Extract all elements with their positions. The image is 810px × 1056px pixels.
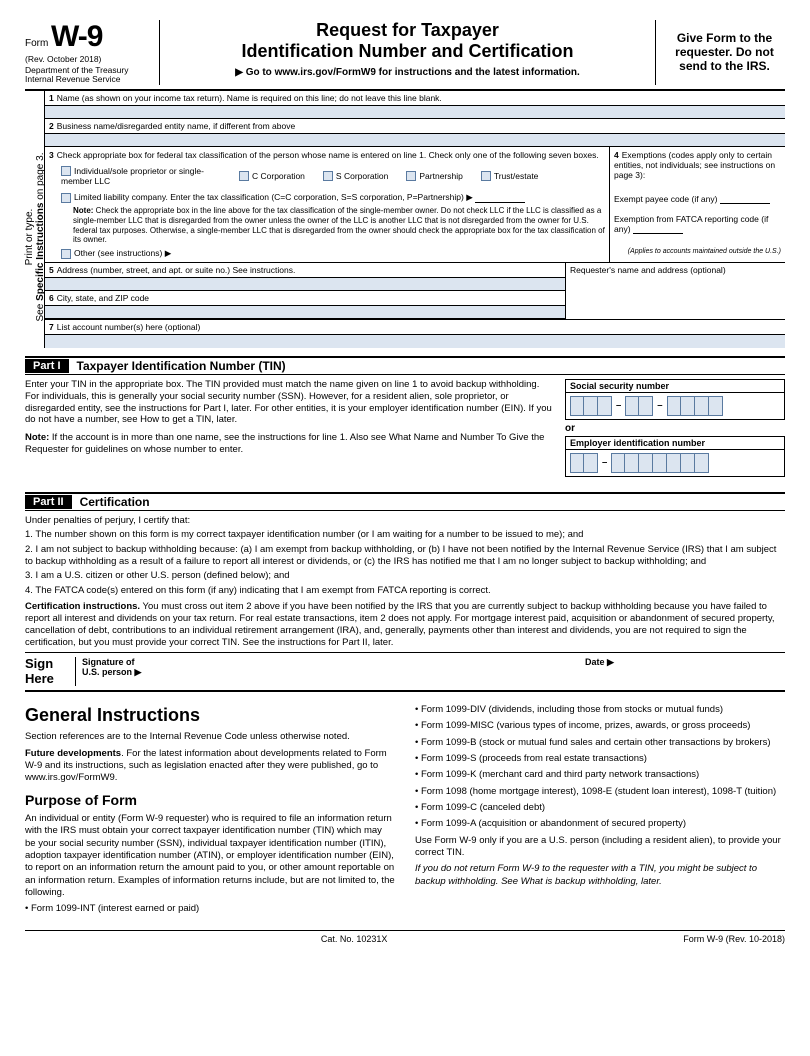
ein-digits[interactable]: – [566, 450, 784, 476]
form-body: 1Name (as shown on your income tax retur… [45, 91, 785, 348]
footer-form: Form W-9 (Rev. 10-2018) [683, 934, 785, 944]
checkbox-row-1: Individual/sole proprietor or single-mem… [61, 166, 605, 187]
main-form-grid: Print or type. See Specific Instructions… [25, 91, 785, 348]
part1-boxes: Social security number – – or Employer i… [565, 379, 785, 480]
cb-s-corp[interactable] [323, 171, 333, 181]
llc-class-input[interactable] [475, 193, 525, 203]
ssn-label: Social security number [566, 380, 784, 393]
part2-label: Part II [25, 495, 72, 509]
line-7-input[interactable] [45, 335, 785, 348]
line-5-input[interactable] [45, 278, 565, 291]
form-number: W-9 [51, 20, 102, 53]
line-6: 6City, state, and ZIP code [45, 291, 565, 306]
general-instructions: General Instructions Section references … [25, 700, 785, 920]
cb-llc[interactable] [61, 193, 71, 203]
part1-title: Taxpayer Identification Number (TIN) [77, 359, 286, 373]
sign-here-label: SignHere [25, 657, 75, 686]
exempt-payee-input[interactable] [720, 194, 770, 204]
header-right: Give Form to the requester. Do not send … [655, 20, 785, 85]
cb-trust[interactable] [481, 171, 491, 181]
form-title: Request for Taxpayer Identification Numb… [170, 20, 645, 61]
box-4: 4Exemptions (codes apply only to certain… [610, 147, 785, 262]
cert-list: Under penalties of perjury, I certify th… [25, 515, 785, 597]
requester-box: Requester's name and address (optional) [565, 263, 785, 319]
header-left: Form W-9 (Rev. October 2018) Department … [25, 20, 160, 85]
llc-note: Note: Check the appropriate box in the l… [73, 206, 605, 244]
form-word: Form [25, 38, 48, 49]
ssn-digits[interactable]: – – [566, 393, 784, 419]
line-1: 1Name (as shown on your income tax retur… [45, 91, 785, 106]
sidebar-text: Print or type. See Specific Instructions… [24, 112, 46, 362]
inst-col-right: • Form 1099-DIV (dividends, including th… [415, 700, 785, 920]
cb-individual[interactable] [61, 166, 71, 176]
addr-left: 5Address (number, street, and apt. or su… [45, 263, 565, 319]
fatca-input[interactable] [633, 224, 683, 234]
part-1: Part I Taxpayer Identification Number (T… [25, 356, 785, 484]
line-6-input[interactable] [45, 306, 565, 319]
cb-c-corp[interactable] [239, 171, 249, 181]
cat-number: Cat. No. 10231X [321, 934, 388, 944]
form-header: Form W-9 (Rev. October 2018) Department … [25, 20, 785, 91]
revision-date: (Rev. October 2018) [25, 54, 154, 64]
cb-partnership[interactable] [406, 171, 416, 181]
page-footer: Cat. No. 10231X Form W-9 (Rev. 10-2018) [25, 930, 785, 944]
goto-link: ▶ Go to www.irs.gov/FormW9 for instructi… [170, 67, 645, 78]
part-2: Part II Certification Under penalties of… [25, 492, 785, 649]
section-3-4: 3Check appropriate box for federal tax c… [45, 147, 785, 263]
date-field[interactable]: Date ▶ [585, 657, 785, 686]
box-3: 3Check appropriate box for federal tax c… [45, 147, 610, 262]
inst-col-left: General Instructions Section references … [25, 700, 395, 920]
line-2-input[interactable] [45, 134, 785, 147]
part2-title: Certification [80, 495, 150, 509]
ein-label: Employer identification number [566, 437, 784, 450]
header-center: Request for Taxpayer Identification Numb… [160, 20, 655, 85]
ein-group: Employer identification number – [565, 436, 785, 477]
sign-section: SignHere Signature ofU.S. person ▶ Date … [25, 652, 785, 692]
line-1-input[interactable] [45, 106, 785, 119]
gen-inst-heading: General Instructions [25, 704, 395, 727]
signature-field[interactable]: Signature ofU.S. person ▶ [75, 657, 585, 686]
line-5: 5Address (number, street, and apt. or su… [45, 263, 565, 278]
part1-text: Enter your TIN in the appropriate box. T… [25, 379, 565, 480]
dept-info: Department of the Treasury Internal Reve… [25, 66, 154, 85]
sidebar: Print or type. See Specific Instructions… [25, 91, 45, 348]
ssn-group: Social security number – – [565, 379, 785, 420]
line-7: 7List account number(s) here (optional) [45, 319, 785, 335]
or-text: or [565, 423, 785, 434]
purpose-heading: Purpose of Form [25, 791, 395, 809]
cb-other[interactable] [61, 249, 71, 259]
cert-instructions: Certification instructions. You must cro… [25, 601, 785, 649]
line-2: 2Business name/disregarded entity name, … [45, 119, 785, 134]
fatca-note: (Applies to accounts maintained outside … [614, 248, 781, 255]
address-section: 5Address (number, street, and apt. or su… [45, 263, 785, 319]
